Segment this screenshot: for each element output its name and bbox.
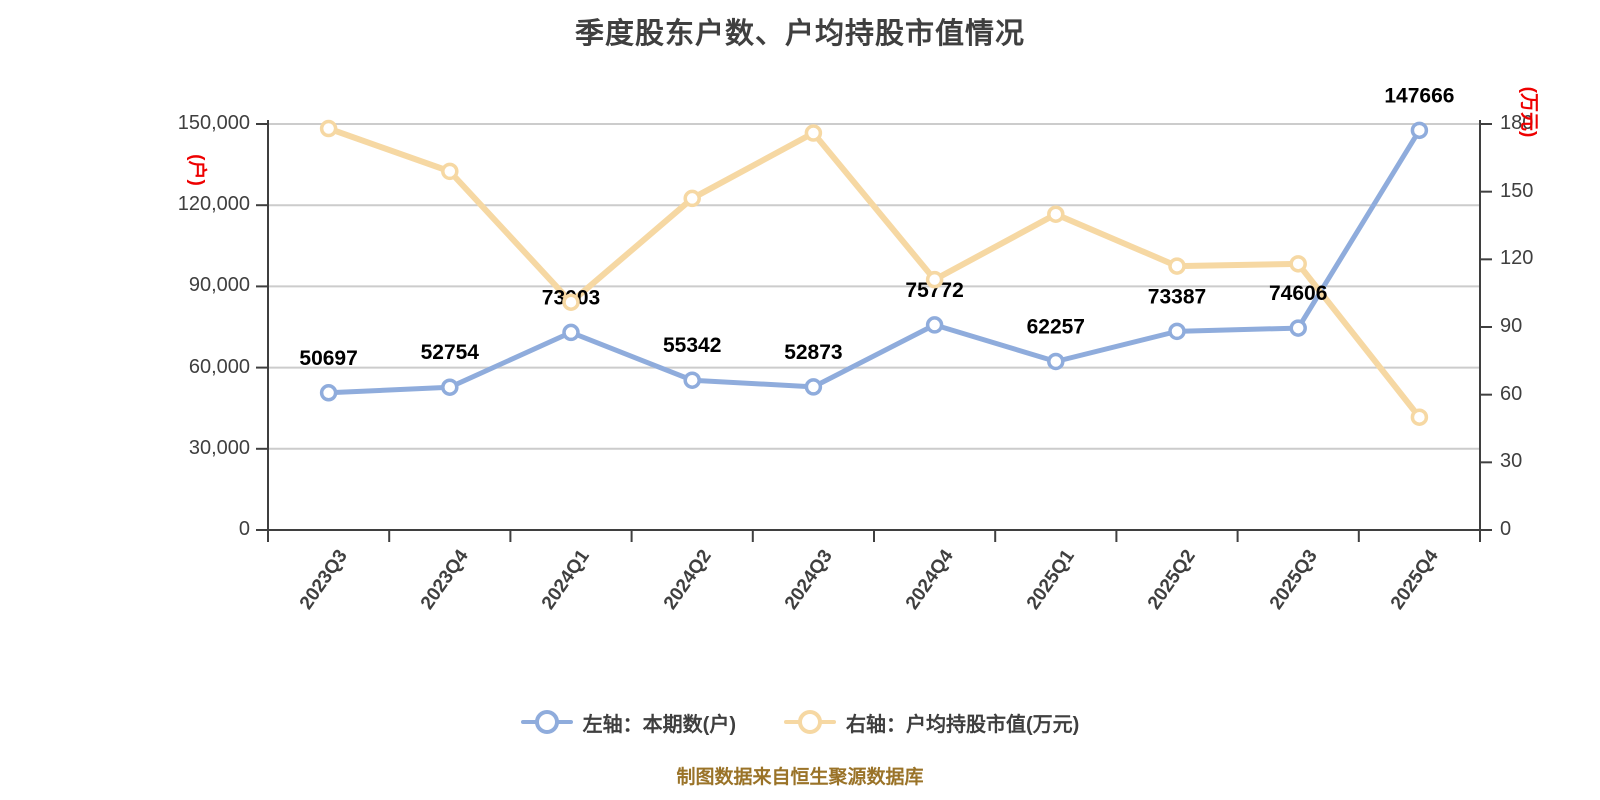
left-axis-unit-label: (户) bbox=[186, 154, 207, 186]
right-axis-tick-label: 30 bbox=[1500, 450, 1523, 473]
right-axis-unit-label: (万元) bbox=[1518, 86, 1539, 138]
data-point-marker bbox=[1410, 408, 1429, 426]
right-axis-tick-label: 60 bbox=[1500, 382, 1523, 405]
left-axis-tick-label: 150,000 bbox=[177, 112, 250, 134]
left-axis-tick-label: 120,000 bbox=[177, 193, 250, 216]
series-line-yellow bbox=[325, 125, 1423, 421]
data-point-marker bbox=[804, 378, 823, 396]
legend-item-shareholder-count[interactable]: 左轴：本期数(户) bbox=[520, 708, 736, 737]
data-label: 75772 bbox=[905, 279, 963, 302]
data-point-marker bbox=[925, 270, 944, 289]
left-axis-tick-label: 30,000 bbox=[188, 436, 250, 459]
right-axis-tick-label: 90 bbox=[1500, 315, 1523, 337]
data-point-marker bbox=[1168, 257, 1186, 275]
left-axis-tick-label: 90,000 bbox=[188, 274, 250, 297]
right-axis-tick-label: 180 bbox=[1500, 112, 1534, 134]
data-label: 62257 bbox=[1027, 315, 1085, 338]
legend-line-marker-yellow-icon bbox=[784, 710, 836, 734]
data-point-marker bbox=[1168, 322, 1186, 341]
data-label: 52754 bbox=[421, 341, 480, 364]
data-point-marker bbox=[1047, 205, 1065, 223]
data-point-marker bbox=[804, 124, 823, 142]
data-point-marker bbox=[1047, 352, 1065, 371]
data-label: 74606 bbox=[1269, 282, 1327, 305]
data-label: 73387 bbox=[1148, 285, 1206, 308]
legend-label: 右轴：户均持股市值(万元) bbox=[846, 713, 1080, 736]
chart-title: 季度股东户数、户均持股市值情况 bbox=[574, 18, 1025, 50]
data-point-marker bbox=[925, 316, 944, 334]
data-point-marker bbox=[562, 293, 580, 311]
legend-line-marker-blue-icon bbox=[520, 710, 573, 734]
data-point-marker bbox=[441, 162, 459, 181]
data-point-marker bbox=[683, 371, 701, 389]
data-label: 147666 bbox=[1384, 84, 1454, 107]
data-point-marker bbox=[441, 378, 459, 396]
left-axis-tick-label: 60,000 bbox=[188, 355, 250, 378]
data-point-marker bbox=[319, 119, 338, 138]
chart-legend: 左轴：本期数(户) 右轴：户均持股市值(万元) bbox=[0, 702, 1600, 742]
right-axis-tick-label: 120 bbox=[1500, 247, 1534, 270]
data-point-marker bbox=[1410, 121, 1429, 140]
data-label: 52873 bbox=[784, 341, 842, 364]
data-point-marker bbox=[1289, 319, 1307, 337]
data-point-marker bbox=[319, 384, 338, 402]
right-axis-tick-label: 0 bbox=[1500, 518, 1512, 540]
data-point-marker bbox=[1289, 255, 1307, 273]
legend-item-avg-holding-value[interactable]: 右轴：户均持股市值(万元) bbox=[784, 708, 1079, 737]
legend-label: 左轴：本期数(户) bbox=[582, 713, 736, 736]
series-line-blue bbox=[326, 127, 1422, 396]
data-source-note: 制图数据来自恒生聚源数据库 bbox=[676, 767, 924, 788]
data-point-marker bbox=[562, 323, 580, 342]
data-label: 55342 bbox=[663, 334, 721, 357]
right-axis-tick-label: 150 bbox=[1500, 179, 1534, 202]
data-label: 50697 bbox=[299, 347, 357, 370]
data-point-marker bbox=[683, 189, 701, 208]
left-axis-tick-label: 0 bbox=[238, 518, 250, 540]
